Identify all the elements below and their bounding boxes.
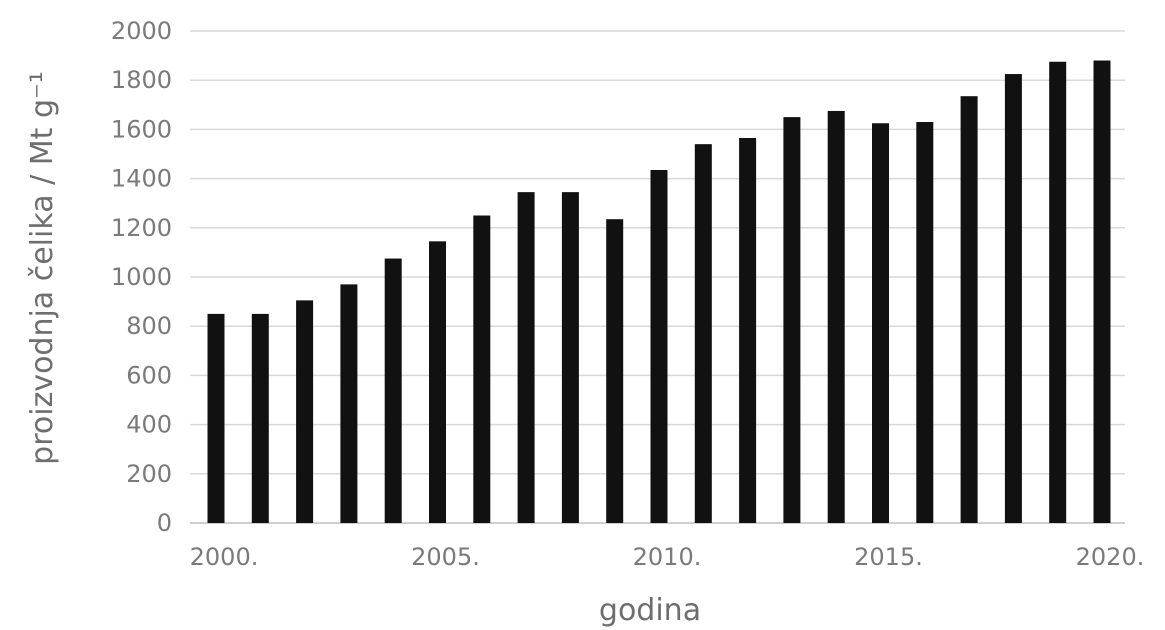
bar-2015	[872, 123, 889, 523]
x-tick-label: 2020.	[1076, 543, 1145, 571]
y-tick-label: 800	[126, 312, 172, 340]
bar-2020	[1093, 60, 1111, 524]
bar-2000	[207, 313, 225, 523]
y-tick-label: 1800	[111, 66, 172, 94]
y-tick-label: 2000	[111, 17, 172, 45]
y-tick-labels: 0 200 400 600 800 1000 1200 1400 1600 1800 2000	[111, 17, 172, 537]
x-tick-labels: 2000. 2005. 2010. 2015. 2020.	[190, 543, 1145, 571]
bar-2003	[340, 284, 358, 523]
y-axis-title: proizvodnja čelika / Mt g⁻¹	[25, 71, 60, 465]
bar-2001	[251, 313, 269, 523]
bar-2013	[783, 117, 801, 523]
x-tick-label: 2000.	[190, 543, 259, 571]
y-tick-label: 200	[126, 460, 172, 488]
x-tick-label: 2005.	[411, 543, 480, 571]
bar-2010	[650, 169, 668, 524]
y-tick-label: 1200	[111, 214, 172, 242]
bar-2012	[739, 138, 757, 523]
y-tick-label: 400	[126, 411, 172, 439]
x-axis-title: godina	[599, 593, 701, 628]
y-tick-label: 600	[126, 361, 172, 389]
x-tick-label: 2015.	[854, 543, 923, 571]
bar-2004	[384, 258, 402, 523]
bar-2011	[694, 144, 712, 523]
bar-2008	[561, 192, 579, 523]
y-tick-label: 1600	[111, 115, 172, 143]
bar-2009	[606, 219, 624, 523]
y-tick-label: 0	[157, 509, 172, 537]
bar-2016	[916, 122, 934, 524]
bar-2018	[1004, 74, 1022, 524]
bar-2017	[960, 96, 978, 523]
bar-2005	[429, 241, 446, 523]
bars	[207, 60, 1111, 524]
bar-2007	[517, 192, 535, 523]
y-tick-label: 1000	[111, 263, 172, 291]
bar-2019	[1049, 61, 1067, 523]
bar-2014	[827, 110, 845, 523]
bar-2006	[473, 215, 491, 523]
y-tick-label: 1400	[111, 165, 172, 193]
bar-2002	[296, 300, 314, 523]
x-tick-label: 2010.	[633, 543, 702, 571]
